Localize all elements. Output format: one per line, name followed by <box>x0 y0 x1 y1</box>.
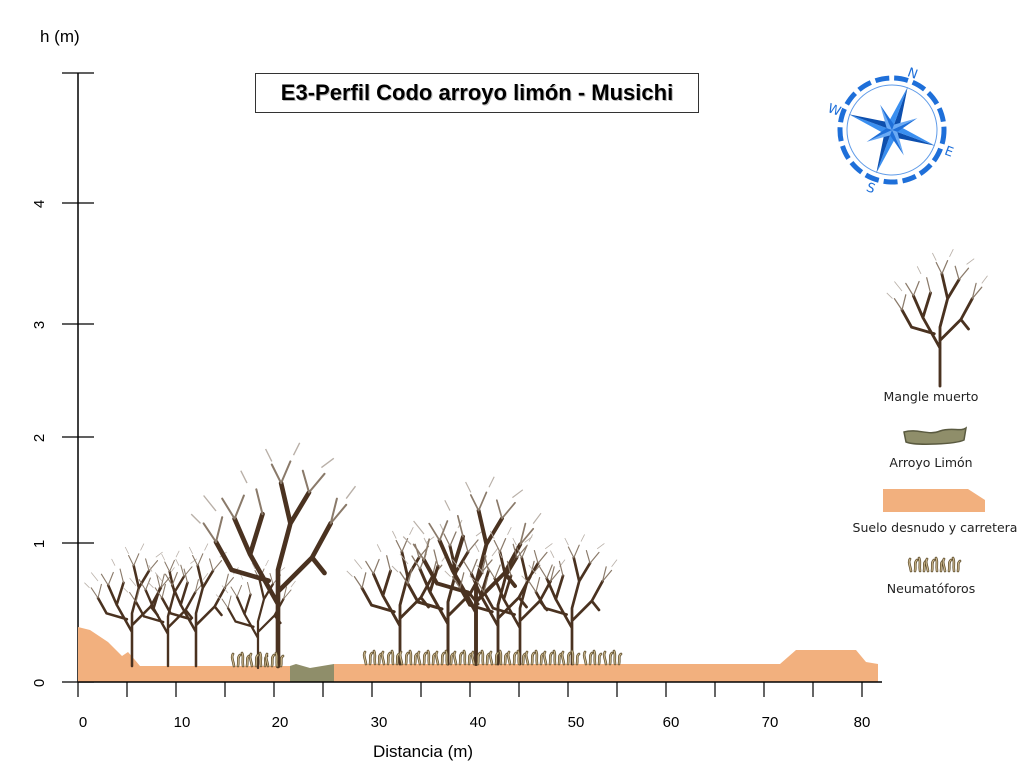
compass-letter-w: W <box>826 101 843 120</box>
pneumatophore-cluster <box>560 649 581 666</box>
pneumatophore-cluster <box>416 649 437 666</box>
pneumatophore-cluster <box>230 651 251 668</box>
y-tick-3: 3 <box>31 321 48 329</box>
pneumatophore-cluster <box>452 649 473 666</box>
bare-soil-right <box>334 650 878 682</box>
x-axis-label: Distancia (m) <box>373 742 473 761</box>
legend-label-pneumatophores: Neumatóforos <box>886 581 976 596</box>
x-tick-10: 10 <box>174 714 191 731</box>
y-axis: 0 1 2 3 4 h (m) <box>31 27 94 687</box>
dead-mangrove-trees <box>83 443 619 670</box>
x-tick-marks <box>77 682 863 697</box>
pneumatophore-cluster <box>524 649 545 666</box>
x-tick-80: 80 <box>854 714 871 731</box>
pneumatophore-cluster <box>264 651 285 668</box>
x-axis: 0 10 20 30 40 50 60 70 80 Distancia (m) <box>77 681 882 761</box>
terrain-profile <box>78 627 878 682</box>
x-tick-60: 60 <box>663 714 680 731</box>
legend-dead-mangrove-icon <box>885 247 989 388</box>
legend-label-bare-soil: Suelo desnudo y carretera <box>852 520 1018 535</box>
bare-soil-left <box>78 627 290 682</box>
pneumatophore-cluster <box>362 649 383 666</box>
legend-stream-icon <box>903 426 968 445</box>
legend <box>883 247 989 573</box>
legend-pneumatophore-icon <box>907 556 962 573</box>
x-tick-70: 70 <box>762 714 779 731</box>
compass-letter-e: E <box>942 144 955 161</box>
pneumatophore-cluster <box>542 649 563 666</box>
pneumatophores <box>230 649 623 668</box>
pneumatophore-cluster <box>506 649 527 666</box>
x-tick-40: 40 <box>470 714 487 731</box>
y-tick-4: 4 <box>31 200 48 208</box>
x-tick-20: 20 <box>272 714 289 731</box>
y-axis-label: h (m) <box>40 27 80 46</box>
pneumatophore-cluster <box>380 649 401 666</box>
compass-letter-s: S <box>864 180 877 197</box>
y-tick-2: 2 <box>31 434 48 442</box>
pneumatophore-cluster <box>398 649 419 666</box>
pneumatophore-cluster <box>582 649 603 666</box>
compass-rose-icon: N E S W <box>826 65 956 197</box>
x-tick-30: 30 <box>371 714 388 731</box>
stream-channel <box>290 664 334 682</box>
legend-label-dead-mangrove: Mangle muerto <box>883 389 979 404</box>
pneumatophore-cluster <box>434 649 455 666</box>
pneumatophore-cluster <box>602 649 623 666</box>
compass-letter-n: N <box>905 65 919 82</box>
legend-label-stream: Arroyo Limón <box>889 455 973 470</box>
y-tick-0: 0 <box>31 679 48 687</box>
x-tick-0: 0 <box>79 714 87 731</box>
x-tick-50: 50 <box>568 714 585 731</box>
diagram-title: E3-Perfil Codo arroyo limón - Musichi <box>255 73 699 113</box>
legend-bare-soil-icon <box>883 489 985 512</box>
dead-mangrove-tree <box>191 443 355 666</box>
y-tick-1: 1 <box>31 540 48 548</box>
